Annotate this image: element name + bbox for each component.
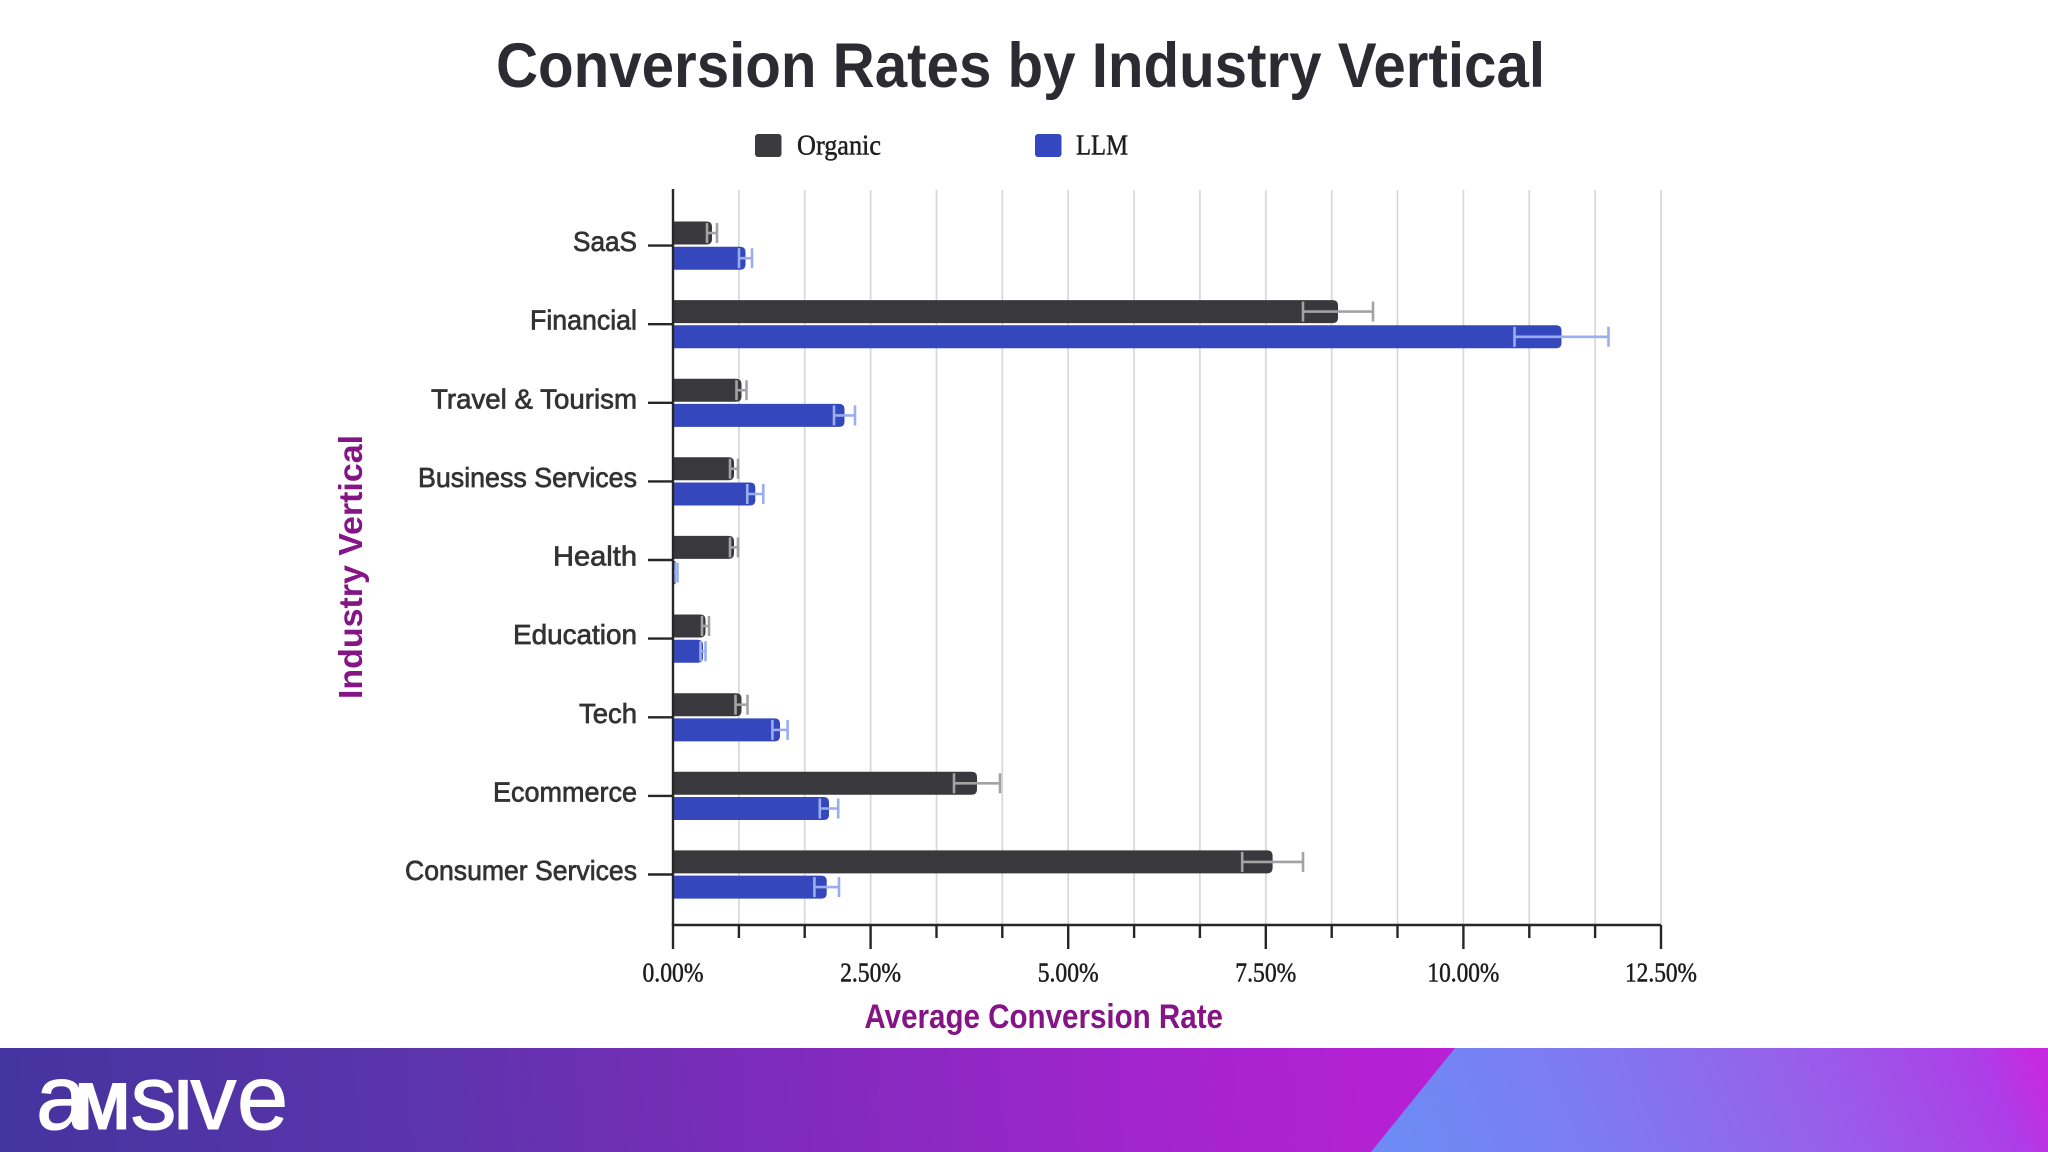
- svg-text:0.00%: 0.00%: [643, 958, 704, 988]
- svg-text:Organic: Organic: [797, 130, 881, 162]
- svg-text:e: e: [237, 1047, 288, 1149]
- svg-text:Financial: Financial: [530, 305, 637, 336]
- svg-text:M: M: [75, 1069, 130, 1143]
- svg-text:Travel & Tourism: Travel & Tourism: [431, 383, 637, 414]
- svg-text:Industry Vertical: Industry Vertical: [332, 435, 369, 699]
- svg-text:Education: Education: [513, 619, 637, 650]
- svg-text:2.50%: 2.50%: [840, 958, 901, 988]
- svg-text:s: s: [131, 1047, 177, 1149]
- svg-text:Ecommerce: Ecommerce: [493, 776, 637, 807]
- svg-text:LLM: LLM: [1076, 130, 1128, 162]
- svg-text:Conversion Rates by Industry V: Conversion Rates by Industry Vertical: [496, 30, 1545, 101]
- svg-text:12.50%: 12.50%: [1625, 958, 1697, 988]
- svg-text:Health: Health: [553, 541, 637, 572]
- svg-text:ı: ı: [170, 1047, 196, 1149]
- svg-text:7.50%: 7.50%: [1235, 958, 1296, 988]
- svg-text:SaaS: SaaS: [573, 226, 637, 257]
- svg-text:Average Conversion Rate: Average Conversion Rate: [864, 997, 1223, 1036]
- svg-text:5.00%: 5.00%: [1038, 958, 1099, 988]
- svg-text:Tech: Tech: [579, 698, 637, 729]
- svg-text:10.00%: 10.00%: [1427, 958, 1499, 988]
- svg-text:a: a: [36, 1047, 88, 1149]
- svg-text:Consumer Services: Consumer Services: [405, 855, 637, 886]
- svg-text:v: v: [190, 1047, 236, 1149]
- svg-text:Business Services: Business Services: [418, 462, 637, 493]
